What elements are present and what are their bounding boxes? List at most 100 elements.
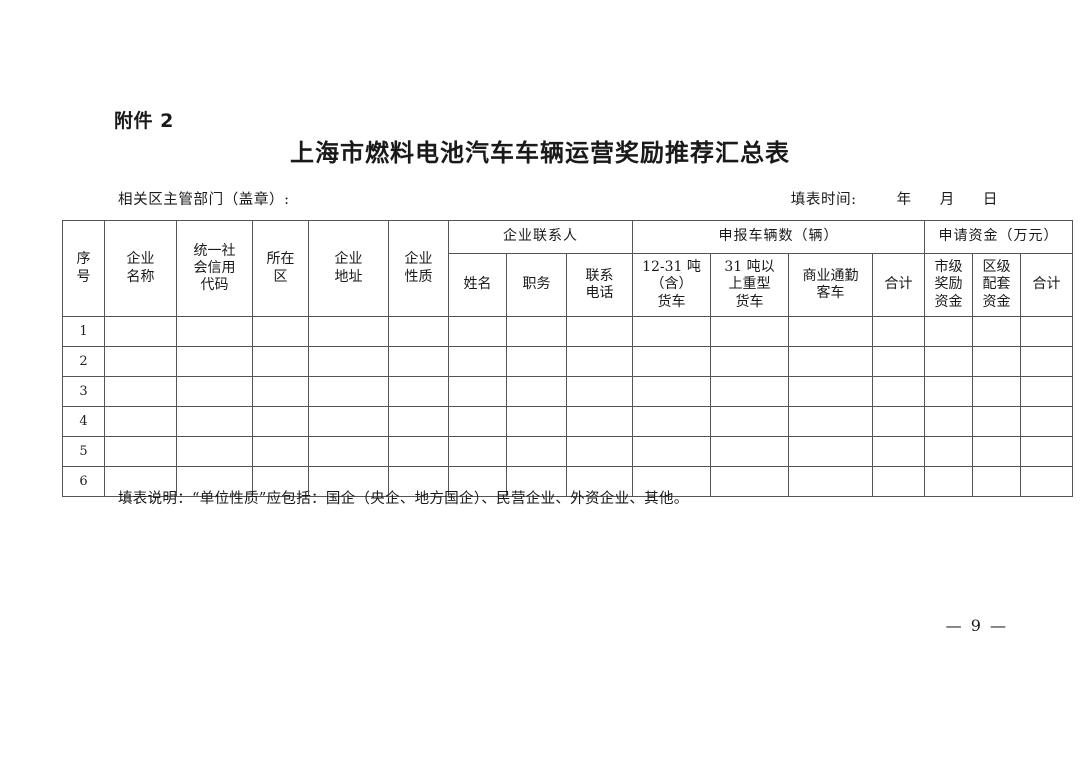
cell-truck_12_31[interactable] bbox=[632, 466, 712, 497]
table-header-sub-row: 姓名 职务 联系 电话 12-31 吨 （含） 货车 3 bbox=[63, 253, 1074, 317]
cell-vehicle_total[interactable] bbox=[872, 316, 926, 347]
table-row: 2 bbox=[62, 346, 1074, 377]
cell-contact_name[interactable] bbox=[448, 376, 507, 407]
header-commuter-bus: 商业通勤 客车 bbox=[788, 253, 874, 317]
header-group-funds: 申请资金（万元） bbox=[924, 220, 1074, 254]
cell-city_award[interactable] bbox=[924, 406, 974, 437]
cell-truck_31up[interactable] bbox=[710, 406, 790, 437]
cell-fund_total[interactable] bbox=[1020, 436, 1074, 467]
cell-ent_name[interactable] bbox=[104, 376, 177, 407]
cell-contact_phone[interactable] bbox=[565, 376, 634, 407]
cell-district_match[interactable] bbox=[972, 376, 1022, 407]
header-contact-phone-line-2: 电话 bbox=[585, 285, 614, 301]
cell-district_match[interactable] bbox=[972, 466, 1022, 497]
cell-fund_total[interactable] bbox=[1020, 316, 1074, 347]
cell-truck_31up[interactable] bbox=[710, 316, 790, 347]
cell-ent_name[interactable] bbox=[104, 436, 177, 467]
cell-contact_title[interactable] bbox=[506, 466, 567, 497]
header-address: 企业 地址 bbox=[308, 220, 389, 317]
cell-truck_12_31[interactable] bbox=[632, 406, 712, 437]
cell-contact_title[interactable] bbox=[506, 406, 567, 437]
cell-commuter_bus[interactable] bbox=[788, 376, 874, 407]
cell-contact_phone[interactable] bbox=[565, 466, 634, 497]
cell-city_award[interactable] bbox=[924, 466, 974, 497]
cell-credit_code[interactable] bbox=[176, 406, 253, 437]
cell-district[interactable] bbox=[252, 406, 309, 437]
cell-address[interactable] bbox=[308, 436, 389, 467]
header-seq-line-2: 号 bbox=[76, 268, 91, 285]
cell-contact_phone[interactable] bbox=[565, 316, 634, 347]
cell-ent_name[interactable] bbox=[104, 346, 177, 377]
cell-commuter_bus[interactable] bbox=[788, 346, 874, 377]
cell-truck_31up[interactable] bbox=[710, 376, 790, 407]
cell-district[interactable] bbox=[252, 316, 309, 347]
cell-address[interactable] bbox=[308, 406, 389, 437]
cell-district_match[interactable] bbox=[972, 316, 1022, 347]
cell-fund_total[interactable] bbox=[1020, 346, 1074, 377]
cell-truck_12_31[interactable] bbox=[632, 436, 712, 467]
cell-credit_code[interactable] bbox=[176, 316, 253, 347]
cell-city_award[interactable] bbox=[924, 316, 974, 347]
cell-nature[interactable] bbox=[388, 466, 449, 497]
cell-truck_12_31[interactable] bbox=[632, 346, 712, 377]
cell-fund_total[interactable] bbox=[1020, 376, 1074, 407]
cell-district_match[interactable] bbox=[972, 406, 1022, 437]
cell-nature[interactable] bbox=[388, 376, 449, 407]
cell-truck_12_31[interactable] bbox=[632, 376, 712, 407]
cell-commuter_bus[interactable] bbox=[788, 316, 874, 347]
cell-commuter_bus[interactable] bbox=[788, 406, 874, 437]
cell-address[interactable] bbox=[308, 346, 389, 377]
cell-contact_name[interactable] bbox=[448, 406, 507, 437]
cell-commuter_bus[interactable] bbox=[788, 466, 874, 497]
cell-credit_code[interactable] bbox=[176, 466, 253, 497]
header-city-award-fund-line-3: 资金 bbox=[934, 293, 963, 310]
cell-city_award[interactable] bbox=[924, 436, 974, 467]
cell-city_award[interactable] bbox=[924, 346, 974, 377]
cell-address[interactable] bbox=[308, 316, 389, 347]
cell-fund_total[interactable] bbox=[1020, 466, 1074, 497]
cell-commuter_bus[interactable] bbox=[788, 436, 874, 467]
cell-address[interactable] bbox=[308, 376, 389, 407]
cell-contact_phone[interactable] bbox=[565, 436, 634, 467]
cell-truck_12_31[interactable] bbox=[632, 316, 712, 347]
cell-vehicle_total[interactable] bbox=[872, 406, 926, 437]
cell-contact_title[interactable] bbox=[506, 316, 567, 347]
cell-contact_title[interactable] bbox=[506, 436, 567, 467]
cell-contact_name[interactable] bbox=[448, 466, 507, 497]
cell-district[interactable] bbox=[252, 346, 309, 377]
cell-district_match[interactable] bbox=[972, 436, 1022, 467]
cell-contact_name[interactable] bbox=[448, 346, 507, 377]
cell-district[interactable] bbox=[252, 436, 309, 467]
cell-credit_code[interactable] bbox=[176, 376, 253, 407]
cell-vehicle_total[interactable] bbox=[872, 436, 926, 467]
cell-vehicle_total[interactable] bbox=[872, 346, 926, 377]
cell-contact_title[interactable] bbox=[506, 346, 567, 377]
cell-nature[interactable] bbox=[388, 406, 449, 437]
cell-contact_name[interactable] bbox=[448, 436, 507, 467]
cell-contact_phone[interactable] bbox=[565, 346, 634, 377]
cell-vehicle_total[interactable] bbox=[872, 376, 926, 407]
cell-credit_code[interactable] bbox=[176, 346, 253, 377]
cell-fund_total[interactable] bbox=[1020, 406, 1074, 437]
cell-credit_code[interactable] bbox=[176, 436, 253, 467]
cell-contact_phone[interactable] bbox=[565, 406, 634, 437]
cell-district[interactable] bbox=[252, 376, 309, 407]
cell-truck_31up[interactable] bbox=[710, 466, 790, 497]
table-row: 4 bbox=[62, 406, 1074, 437]
cell-district_match[interactable] bbox=[972, 346, 1022, 377]
cell-nature[interactable] bbox=[388, 436, 449, 467]
header-contact-name: 姓名 bbox=[448, 253, 507, 317]
cell-nature[interactable] bbox=[388, 346, 449, 377]
cell-ent_name[interactable] bbox=[104, 316, 177, 347]
cell-district[interactable] bbox=[252, 466, 309, 497]
cell-nature[interactable] bbox=[388, 316, 449, 347]
cell-contact_name[interactable] bbox=[448, 316, 507, 347]
cell-contact_title[interactable] bbox=[506, 376, 567, 407]
cell-city_award[interactable] bbox=[924, 376, 974, 407]
fill-date-label: 填表时间: bbox=[790, 192, 857, 208]
cell-truck_31up[interactable] bbox=[710, 436, 790, 467]
cell-ent_name[interactable] bbox=[104, 406, 177, 437]
cell-truck_31up[interactable] bbox=[710, 346, 790, 377]
cell-vehicle_total[interactable] bbox=[872, 466, 926, 497]
cell-ent_name[interactable] bbox=[104, 466, 177, 497]
